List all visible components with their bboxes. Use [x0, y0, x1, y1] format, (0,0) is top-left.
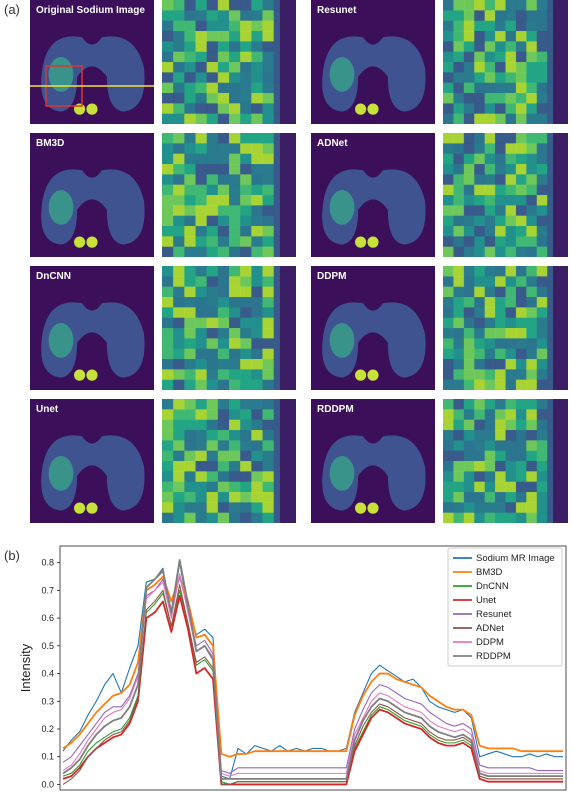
method-label: Original Sodium Image [36, 5, 145, 16]
legend-entry: DnCNN [476, 581, 509, 592]
y-tick-label: 0.5 [41, 641, 54, 651]
zoomed-region-tile [443, 133, 568, 257]
series-line-rddpm [62, 558, 563, 780]
y-axis-label: Intensity [18, 643, 33, 692]
zoomed-region-tile [443, 0, 568, 124]
panel-b-label: (b) [4, 548, 20, 563]
legend-entry: RDDPM [476, 651, 511, 662]
zoomed-region-tile [162, 0, 296, 124]
intensity-profile-chart: 0.0 0.1 0.2 0.3 0.4 0.5 0.6 0.7 0.8 Intensity Sodi… [18, 545, 567, 791]
panel-a-label: (a) [4, 2, 20, 17]
legend-entry: BM3D [476, 567, 503, 578]
y-tick-label: 0.8 [41, 558, 54, 568]
series-line-sodium-mr-image [62, 562, 563, 780]
method-label: BM3D [36, 138, 65, 149]
legend-entry: DDPM [476, 637, 504, 648]
mr-image-tile: RDDPM [311, 399, 435, 523]
mr-image-tile: ADNet [311, 133, 435, 257]
series-line-unet [62, 595, 563, 786]
y-tick-label: 0.4 [41, 669, 54, 679]
y-tick-label: 0.3 [41, 696, 54, 706]
mr-image-tile: Unet [30, 399, 154, 523]
method-label: DDPM [317, 271, 347, 282]
mr-image-tile: DnCNN [30, 266, 154, 390]
y-tick-label: 0.0 [41, 779, 54, 789]
plot-frame [59, 545, 567, 791]
series-line-adnet [62, 584, 563, 786]
y-tick-label: 0.1 [41, 752, 54, 762]
legend-entry: Resunet [476, 609, 512, 620]
legend-entry: Unet [476, 595, 496, 606]
method-label: ADNet [317, 138, 348, 149]
zoomed-region-tile [443, 399, 568, 523]
method-label: DnCNN [36, 271, 71, 282]
zoomed-region-tile [162, 266, 296, 390]
legend-entry: Sodium MR Image [476, 553, 555, 564]
legend [447, 547, 563, 667]
method-label: Resunet [317, 5, 357, 16]
zoomed-region-tile [443, 266, 568, 390]
method-label: RDDPM [317, 404, 354, 415]
legend-entry: ADNet [476, 623, 504, 634]
zoomed-region-tile [162, 133, 296, 257]
y-tick-label: 0.7 [41, 585, 54, 595]
mr-image-tile: Original Sodium Image [30, 0, 154, 124]
y-tick-label: 0.2 [41, 724, 54, 734]
zoomed-region-tile [162, 399, 296, 523]
mr-image-tile: Resunet [311, 0, 435, 124]
y-tick-label: 0.6 [41, 613, 54, 623]
mr-image-tile: BM3D [30, 133, 154, 257]
mr-image-tile: DDPM [311, 266, 435, 390]
method-label: Unet [36, 404, 59, 415]
